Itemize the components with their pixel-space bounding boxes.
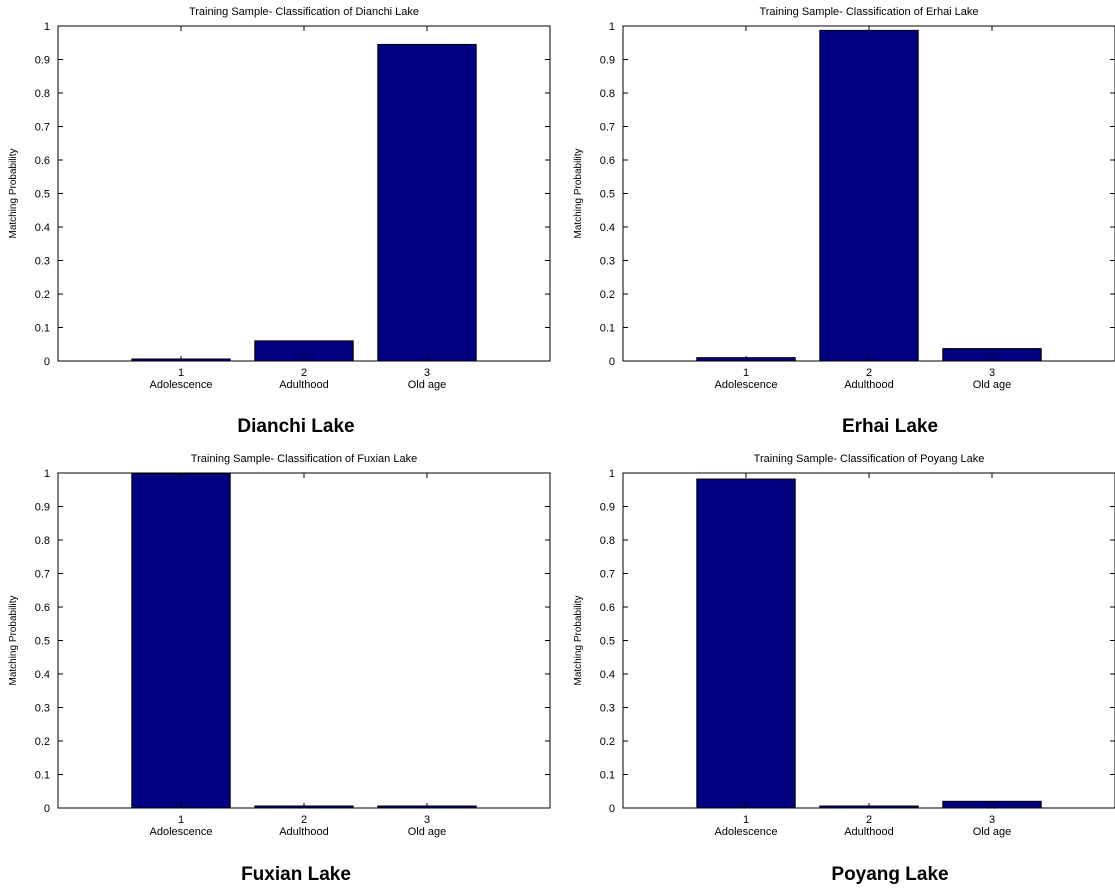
x-tick-label: 1 [178,367,184,379]
y-tick-label: 0.3 [35,256,50,268]
chart-panel-1: 00.10.20.30.40.50.60.70.80.911Adolescenc… [8,6,551,437]
y-tick-label: 0.1 [35,323,50,335]
x-tick-label: 2 [866,367,872,379]
x-tick-label: 2 [301,367,307,379]
y-tick-label: 0.3 [35,703,50,715]
y-tick-label: 1 [609,468,615,480]
y-tick-label: 0.8 [600,88,615,100]
category-label: Adulthood [844,379,894,391]
chart-title: Training Sample- Classification of Poyan… [754,453,985,465]
panel-caption: Dianchi Lake [237,416,354,437]
y-tick-label: 0.3 [600,703,615,715]
y-tick-label: 0.9 [600,502,615,514]
panel-caption: Poyang Lake [831,864,948,885]
y-tick-label: 0.7 [600,122,615,134]
y-tick-label: 0.4 [600,669,615,681]
y-tick-label: 0.1 [600,323,615,335]
y-tick-label: 0.5 [600,189,615,201]
category-label: Old age [973,379,1012,391]
y-tick-label: 0.7 [600,569,615,581]
x-tick-label: 1 [743,367,749,379]
y-tick-label: 0.1 [600,770,615,782]
y-tick-label: 0.2 [35,736,50,748]
x-tick-label: 3 [424,367,430,379]
y-tick-label: 0.5 [35,189,50,201]
x-tick-label: 2 [866,814,872,826]
y-tick-label: 1 [609,21,615,33]
y-tick-label: 0.4 [35,222,50,234]
y-tick-label: 0 [44,803,50,815]
y-tick-label: 0 [609,803,615,815]
y-tick-label: 0.9 [35,55,50,67]
y-axis-label: Matching Probability [573,595,584,685]
bar-adolescence [696,478,796,809]
y-tick-label: 0.8 [35,535,50,547]
category-label: Adulthood [844,826,894,838]
category-label: Old age [408,826,447,838]
bar-old-age [377,43,477,362]
category-label: Adulthood [279,379,329,391]
x-tick-label: 3 [989,814,995,826]
y-tick-label: 0.2 [35,289,50,301]
y-tick-label: 0.9 [600,55,615,67]
y-tick-label: 1 [44,21,50,33]
chart-title: Training Sample- Classification of Erhai… [759,6,978,18]
y-tick-label: 0.7 [35,122,50,134]
y-axis-label: Matching Probability [8,595,19,685]
chart-title: Training Sample- Classification of Fuxia… [191,453,417,465]
y-tick-label: 0.8 [35,88,50,100]
category-label: Adolescence [150,826,213,838]
chart-panel-2: 00.10.20.30.40.50.60.70.80.911Adolescenc… [573,6,1115,437]
y-tick-label: 0.1 [35,770,50,782]
x-tick-label: 2 [301,814,307,826]
category-label: Old age [973,826,1012,838]
category-label: Adulthood [279,826,329,838]
chart-panel-4: 00.10.20.30.40.50.60.70.80.911Adolescenc… [573,453,1115,885]
y-tick-label: 0.8 [600,535,615,547]
y-tick-label: 1 [44,468,50,480]
y-tick-label: 0 [609,356,615,368]
category-label: Adolescence [150,379,213,391]
y-axis-label: Matching Probability [573,148,584,238]
y-tick-label: 0.2 [600,736,615,748]
y-tick-label: 0.5 [600,636,615,648]
chart-panel-3: 00.10.20.30.40.50.60.70.80.911Adolescenc… [8,453,551,885]
y-tick-label: 0.4 [600,222,615,234]
category-label: Adolescence [715,826,778,838]
y-tick-label: 0.6 [600,602,615,614]
category-label: Old age [408,379,447,391]
panel-caption: Fuxian Lake [241,864,351,885]
y-tick-label: 0.4 [35,669,50,681]
x-tick-label: 3 [424,814,430,826]
y-tick-label: 0.3 [600,256,615,268]
x-tick-label: 1 [743,814,749,826]
y-tick-label: 0.6 [35,602,50,614]
y-axis-label: Matching Probability [8,148,19,238]
y-tick-label: 0 [44,356,50,368]
category-label: Adolescence [715,379,778,391]
chart-title: Training Sample- Classification of Dianc… [189,6,419,18]
y-tick-label: 0.9 [35,502,50,514]
y-tick-label: 0.2 [600,289,615,301]
panel-caption: Erhai Lake [842,416,938,437]
bar-adulthood [819,29,919,362]
y-tick-label: 0.6 [600,155,615,167]
y-tick-label: 0.7 [35,569,50,581]
x-tick-label: 3 [989,367,995,379]
y-tick-label: 0.5 [35,636,50,648]
x-tick-label: 1 [178,814,184,826]
bar-adolescence [131,473,231,809]
y-tick-label: 0.6 [35,155,50,167]
